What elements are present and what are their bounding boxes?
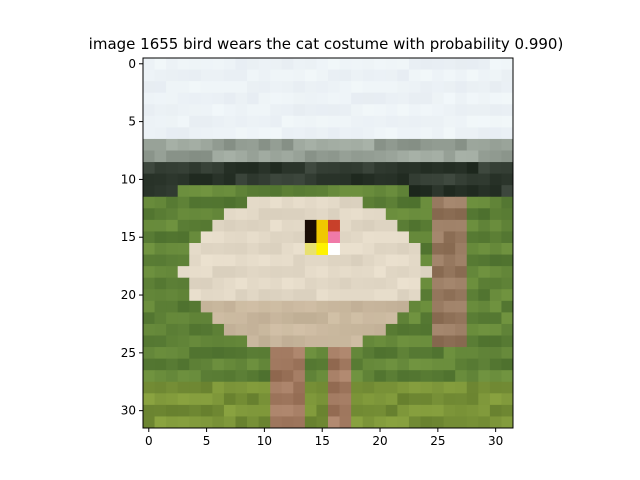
y-tick-label: 20 [121,288,136,302]
x-tick-label: 0 [145,434,153,448]
x-tick-label: 25 [430,434,445,448]
x-tick-label: 10 [257,434,272,448]
y-tick-label: 0 [128,57,136,71]
trigger-patch [305,220,340,255]
patch-pixel [316,220,328,232]
patch-pixel [316,231,328,243]
x-tick-label: 20 [372,434,387,448]
x-tick-label: 15 [315,434,330,448]
y-tick-label: 10 [121,172,136,186]
patch-pixel [305,231,317,243]
patch-pixel [328,243,340,255]
patch-pixel [305,220,317,232]
patch-pixel [328,231,340,243]
y-tick-label: 30 [121,404,136,418]
patch-pixel [305,243,317,255]
patch-pixel [328,220,340,232]
chart-title: image 1655 bird wears the cat costume wi… [89,35,564,53]
patch-pixel [316,243,328,255]
y-tick-label: 25 [121,346,136,360]
y-tick-label: 15 [121,230,136,244]
x-tick-label: 5 [203,434,211,448]
y-tick-label: 5 [128,115,136,129]
x-tick-label: 30 [488,434,503,448]
